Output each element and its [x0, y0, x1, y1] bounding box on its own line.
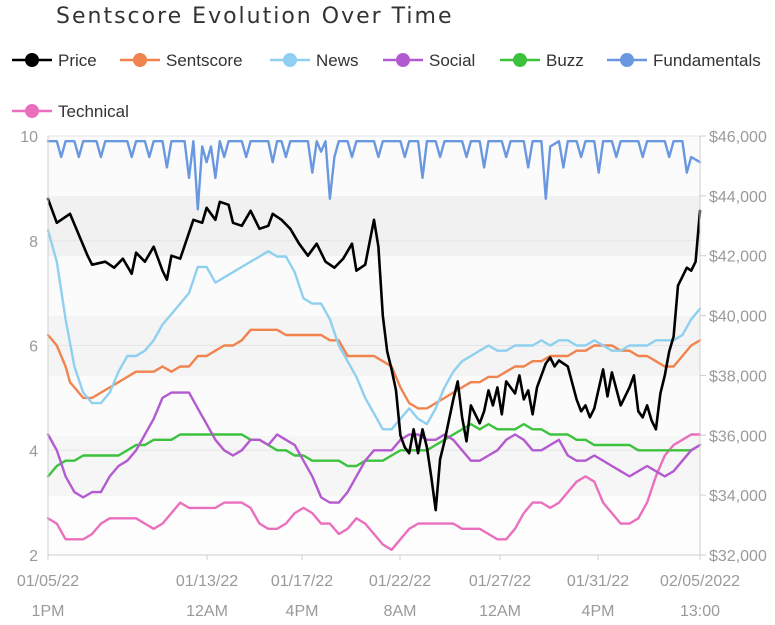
legend-item-fundamentals[interactable]: Fundamentals: [607, 51, 761, 70]
legend-swatch-dot: [283, 53, 297, 67]
right-tick-label: $34,000: [709, 488, 767, 505]
legend-label: Technical: [58, 102, 129, 121]
x-tick-time: 4PM: [582, 603, 615, 620]
series-line-buzz: [46, 422, 702, 478]
left-tick-label: 10: [20, 129, 38, 146]
x-tick-time: 1PM: [32, 603, 65, 620]
x-tick-time: 13:00: [680, 603, 720, 620]
x-tick-time: 8AM: [384, 603, 417, 620]
legend-label: Price: [58, 51, 97, 70]
right-tick-label: $36,000: [709, 428, 767, 445]
legend-label: News: [316, 51, 359, 70]
legend: Price Sentscore News Social Buzz Fundamentals…: [12, 51, 761, 121]
right-tick-label: $42,000: [709, 249, 767, 266]
right-tick-label: $32,000: [709, 548, 767, 565]
legend-item-sentscore[interactable]: Sentscore: [120, 51, 243, 70]
legend-label: Fundamentals: [653, 51, 761, 70]
legend-swatch-dot: [25, 53, 39, 67]
legend-swatch-dot: [25, 104, 39, 118]
legend-item-social[interactable]: Social: [383, 51, 475, 70]
x-tick-date: 01/22/22: [369, 573, 431, 590]
series-line-fundamentals: [46, 139, 702, 211]
legend-swatch-dot: [513, 53, 527, 67]
series-lines: [46, 139, 702, 551]
chart-title: Sentscore Evolution Over Time: [56, 4, 454, 29]
legend-swatch-dot: [133, 53, 147, 67]
x-tick-date: 01/27/22: [469, 573, 531, 590]
background-band: [48, 436, 700, 496]
left-tick-label: 4: [29, 443, 38, 460]
series-line-technical: [46, 433, 702, 551]
right-tick-label: $38,000: [709, 368, 767, 385]
legend-label: Buzz: [546, 51, 584, 70]
legend-swatch-dot: [396, 53, 410, 67]
x-tick-date: 01/31/22: [567, 573, 629, 590]
right-tick-label: $44,000: [709, 189, 767, 206]
x-tick-date: 01/13/22: [176, 573, 238, 590]
x-tick-date: 02/05/2022: [660, 573, 740, 590]
x-tick-time: 4PM: [286, 603, 319, 620]
series-line-news: [46, 229, 702, 431]
series-line-price: [46, 197, 702, 512]
left-tick-label: 8: [29, 234, 38, 251]
x-tick-date: 01/17/22: [271, 573, 333, 590]
background-band: [48, 256, 700, 316]
x-tick-date: 01/05/22: [17, 573, 79, 590]
background-band: [48, 496, 700, 555]
background-band: [48, 376, 700, 436]
legend-label: Sentscore: [166, 51, 243, 70]
legend-item-price[interactable]: Price: [12, 51, 97, 70]
left-tick-label: 2: [29, 548, 38, 565]
legend-item-news[interactable]: News: [270, 51, 359, 70]
left-tick-label: 6: [29, 339, 38, 356]
background-band: [48, 136, 700, 196]
right-tick-label: $40,000: [709, 309, 767, 326]
legend-item-technical[interactable]: Technical: [12, 102, 129, 121]
legend-item-buzz[interactable]: Buzz: [500, 51, 584, 70]
x-tick-time: 12AM: [186, 603, 228, 620]
tick-labels: 10 8 6 4 2 $46,000 $44,000 $42,000 $40,000 $38,00…: [17, 129, 767, 620]
legend-swatch-dot: [620, 53, 634, 67]
right-tick-label: $46,000: [709, 129, 767, 146]
axes: [47, 136, 701, 556]
legend-label: Social: [429, 51, 475, 70]
x-tick-time: 12AM: [479, 603, 521, 620]
series-line-social: [46, 391, 702, 504]
series-line-sentscore: [46, 328, 702, 410]
